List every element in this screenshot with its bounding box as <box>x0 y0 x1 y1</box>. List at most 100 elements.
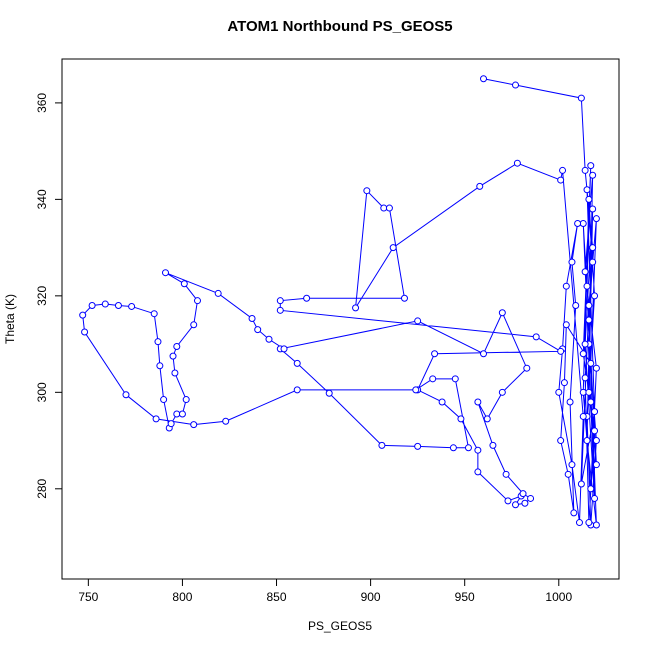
data-point <box>79 311 87 319</box>
data-point <box>581 374 589 382</box>
data-point <box>222 417 230 425</box>
data-point <box>182 396 190 404</box>
data-point <box>512 81 520 89</box>
data-point <box>498 388 506 396</box>
data-point <box>585 301 593 309</box>
x-tick-label: 800 <box>172 590 192 604</box>
data-point <box>589 171 597 179</box>
data-point <box>587 485 595 493</box>
data-point <box>498 309 506 317</box>
data-point <box>476 182 484 190</box>
data-point <box>414 317 422 325</box>
data-point <box>527 494 535 502</box>
data-point <box>276 306 284 314</box>
x-tick-label: 850 <box>267 590 287 604</box>
data-point <box>150 310 158 318</box>
data-point <box>414 442 422 450</box>
data-point <box>585 316 593 324</box>
data-line <box>82 78 597 526</box>
data-point <box>589 205 597 213</box>
data-point <box>557 347 565 355</box>
data-point <box>190 421 198 429</box>
data-point <box>587 162 595 170</box>
data-point <box>564 470 572 478</box>
data-point <box>581 166 589 174</box>
x-tick-label: 750 <box>78 590 98 604</box>
data-point <box>303 294 311 302</box>
data-point <box>519 490 527 498</box>
data-point <box>521 499 529 507</box>
data-point <box>265 335 273 343</box>
data-point <box>254 326 262 334</box>
data-point <box>592 364 600 372</box>
data-point <box>114 301 122 309</box>
data-point <box>156 362 164 370</box>
data-point <box>451 375 459 383</box>
data-point <box>566 398 574 406</box>
y-tick-label: 340 <box>35 189 49 209</box>
data-point <box>502 470 510 478</box>
data-point <box>559 166 567 174</box>
data-point <box>474 446 482 454</box>
data-point <box>293 359 301 367</box>
data-point <box>169 352 177 360</box>
chart-title: ATOM1 Northbound PS_GEOS5 <box>227 18 452 35</box>
data-point <box>280 345 288 353</box>
data-point <box>583 437 591 445</box>
data-point <box>101 300 109 308</box>
data-point <box>589 258 597 266</box>
data-point <box>88 301 96 309</box>
data-point <box>161 269 169 277</box>
data-point <box>429 375 437 383</box>
data-point <box>557 437 565 445</box>
data-point <box>592 461 600 469</box>
data-point <box>591 427 599 435</box>
data-point <box>585 519 593 527</box>
data-point <box>577 480 585 488</box>
data-point <box>568 258 576 266</box>
y-axis-label: Theta (K) <box>3 294 17 344</box>
data-point <box>579 350 587 358</box>
data-point <box>400 294 408 302</box>
data-point <box>173 342 181 350</box>
x-tick-label: 1000 <box>545 590 572 604</box>
data-point <box>591 494 599 502</box>
data-point <box>555 388 563 396</box>
data-point <box>167 420 175 428</box>
y-tick-label: 360 <box>35 93 49 113</box>
data-point <box>581 268 589 276</box>
data-point <box>352 304 360 312</box>
data-point <box>568 461 576 469</box>
data-point <box>178 410 186 418</box>
data-point <box>385 204 393 212</box>
data-point <box>173 410 181 418</box>
plot-frame <box>61 58 620 580</box>
data-point <box>570 509 578 517</box>
data-point <box>583 186 591 194</box>
data-point <box>504 497 512 505</box>
data-point <box>438 398 446 406</box>
data-point <box>592 437 600 445</box>
data-point <box>325 389 333 397</box>
x-tick-label: 900 <box>361 590 381 604</box>
y-tick-label: 320 <box>35 286 49 306</box>
data-point <box>464 444 472 452</box>
data-point <box>587 398 595 406</box>
data-point <box>449 444 457 452</box>
x-tick-label: 950 <box>455 590 475 604</box>
data-point <box>480 350 488 358</box>
data-point <box>575 519 583 527</box>
data-point <box>557 176 565 184</box>
data-point <box>577 94 585 102</box>
data-point <box>389 244 397 252</box>
data-point <box>574 219 582 227</box>
data-point <box>363 187 371 195</box>
y-tick-label: 300 <box>35 382 49 402</box>
y-tick-label: 280 <box>35 478 49 498</box>
data-point <box>587 359 595 367</box>
data-point <box>483 415 491 423</box>
data-point <box>562 321 570 329</box>
data-point <box>581 340 589 348</box>
data-point <box>214 289 222 297</box>
